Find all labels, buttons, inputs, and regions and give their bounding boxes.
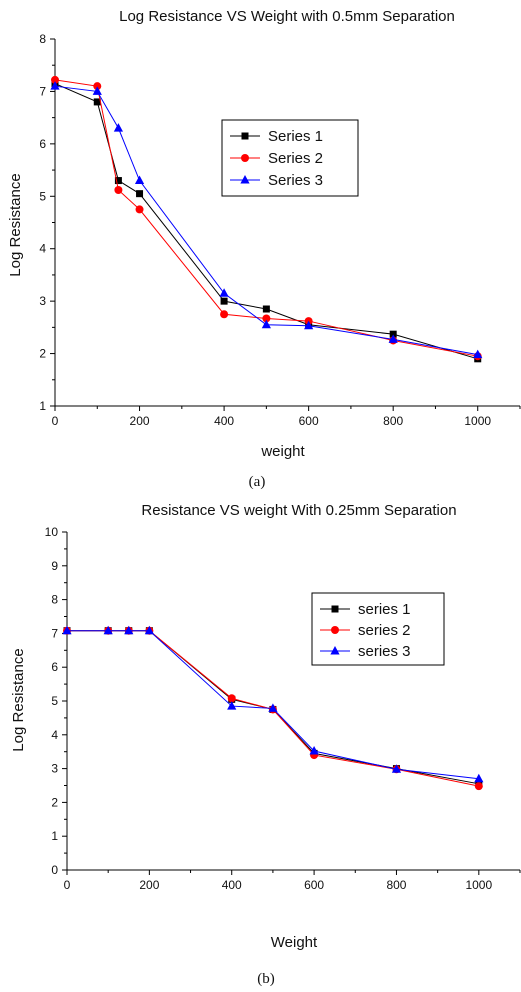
chart-a-title: Log Resistance VS Weight with 0.5mm Sepa… xyxy=(119,8,455,25)
chart-a-series-3-point xyxy=(219,288,229,297)
chart-b-x-tick-label: 1000 xyxy=(465,878,492,892)
chart-a-legend-marker-1 xyxy=(241,132,249,140)
chart-b-series-3-point xyxy=(474,773,484,783)
chart-a-series-1-point xyxy=(93,98,101,106)
chart-b-y-tick-label: 3 xyxy=(51,762,58,776)
chart-a-series-2-point xyxy=(51,75,59,84)
chart-b-series-3-point xyxy=(144,625,154,635)
chart-a-y-tick-label: 3 xyxy=(39,294,46,308)
chart-a-series-1-point xyxy=(136,190,144,198)
chart-b-title: Resistance VS weight With 0.25mm Separat… xyxy=(141,502,456,519)
chart-a-x-tick-label: 800 xyxy=(383,414,403,428)
chart-b-y-tick-label: 1 xyxy=(51,829,58,843)
chart-b-series-3-point xyxy=(309,746,319,755)
chart-b-xlabel: Weight xyxy=(271,934,318,951)
chart-b-legend-label-2: series 2 xyxy=(358,622,411,639)
chart-b-legend-label-3: series 3 xyxy=(358,643,411,660)
chart-b-x-tick-label: 200 xyxy=(139,878,159,892)
chart-a-series-3-point xyxy=(261,319,271,329)
chart-b-legend-marker-1 xyxy=(331,605,339,613)
chart-b-x-tick-label: 800 xyxy=(386,878,406,892)
chart-b-y-tick-label: 5 xyxy=(51,694,58,708)
chart-b-series-3-point xyxy=(227,701,237,710)
chart-b-x-tick-label: 600 xyxy=(304,878,324,892)
chart-b-x-tick-label: 400 xyxy=(222,878,242,892)
chart-a-series-2-point xyxy=(93,82,102,91)
chart-a-legend-label-3: Series 3 xyxy=(268,172,323,189)
chart-a-series-2-point xyxy=(114,185,123,194)
chart-b: Resistance VS weight With 0.25mm Separat… xyxy=(10,502,521,987)
chart-b-y-tick-label: 6 xyxy=(51,660,58,674)
chart-a-xlabel: weight xyxy=(260,443,305,460)
chart-b-y-tick-label: 0 xyxy=(51,863,58,877)
chart-a-series-3-point xyxy=(304,320,314,330)
chart-a-series-3-point xyxy=(134,175,145,185)
chart-b-y-tick-label: 4 xyxy=(51,728,58,742)
chart-a-y-tick-label: 6 xyxy=(39,137,46,151)
chart-a-series-2-point xyxy=(220,310,229,319)
chart-a-series-1-point xyxy=(220,297,228,305)
chart-b-legend-label-1: series 1 xyxy=(358,601,411,618)
chart-b-series-3-point xyxy=(268,703,278,712)
chart-b-y-tick-label: 10 xyxy=(45,525,59,539)
chart-a-y-tick-label: 4 xyxy=(39,242,46,256)
chart-b-series-2-point xyxy=(227,694,236,703)
chart-a-series-3-point xyxy=(50,81,60,90)
chart-a-series-1-point xyxy=(114,177,122,185)
chart-a-ylabel: Log Resistance xyxy=(7,173,24,276)
chart-b-series-3-point xyxy=(124,625,134,635)
chart-a-legend-label-1: Series 1 xyxy=(268,128,323,145)
chart-a-series-3-point xyxy=(473,349,483,359)
chart-a-series-2-point xyxy=(262,314,271,323)
chart-b-y-tick-label: 8 xyxy=(51,593,58,607)
chart-a-x-tick-label: 0 xyxy=(52,414,59,428)
chart-a-y-tick-label: 5 xyxy=(39,189,46,203)
chart-b-x-tick-label: 0 xyxy=(64,878,71,892)
chart-b-legend-marker-3 xyxy=(330,646,340,655)
chart-a-x-tick-label: 400 xyxy=(214,414,234,428)
chart-a-x-tick-label: 200 xyxy=(130,414,150,428)
chart-b-caption: (b) xyxy=(257,971,275,987)
chart-a-series-3-point xyxy=(113,123,124,132)
chart-b-series-3-point xyxy=(103,625,113,635)
chart-a-y-tick-label: 8 xyxy=(39,32,46,46)
chart-a-legend-marker-2 xyxy=(241,154,249,162)
chart-a-x-tick-label: 1000 xyxy=(464,414,491,428)
chart-a-caption: (a) xyxy=(249,474,266,490)
chart-b-y-tick-label: 2 xyxy=(51,795,58,809)
chart-b-series-3-point xyxy=(391,764,402,773)
chart-b-series-2-point xyxy=(474,782,483,791)
chart-a-legend-label-2: Series 2 xyxy=(268,150,323,167)
chart-a-y-tick-label: 2 xyxy=(39,347,46,361)
chart-a-y-tick-label: 7 xyxy=(39,84,46,98)
chart-a-series-1-point xyxy=(262,305,270,313)
chart-a-legend-marker-3 xyxy=(240,175,250,184)
chart-b-legend-marker-2 xyxy=(331,626,339,634)
chart-b-series-3-point xyxy=(62,625,72,635)
chart-a-series-1-point xyxy=(389,330,397,338)
chart-b-y-tick-label: 9 xyxy=(51,559,58,573)
chart-a-series-3-point xyxy=(388,334,398,343)
chart-a-y-tick-label: 1 xyxy=(39,399,46,413)
chart-a-x-tick-label: 600 xyxy=(299,414,319,428)
chart-a-series-3-point xyxy=(92,86,102,95)
chart-b-ylabel: Log Resistance xyxy=(10,648,27,751)
chart-b-y-tick-label: 7 xyxy=(51,626,58,640)
chart-a-series-2-point xyxy=(135,205,144,214)
chart-a: Log Resistance VS Weight with 0.5mm Sepa… xyxy=(7,8,521,490)
